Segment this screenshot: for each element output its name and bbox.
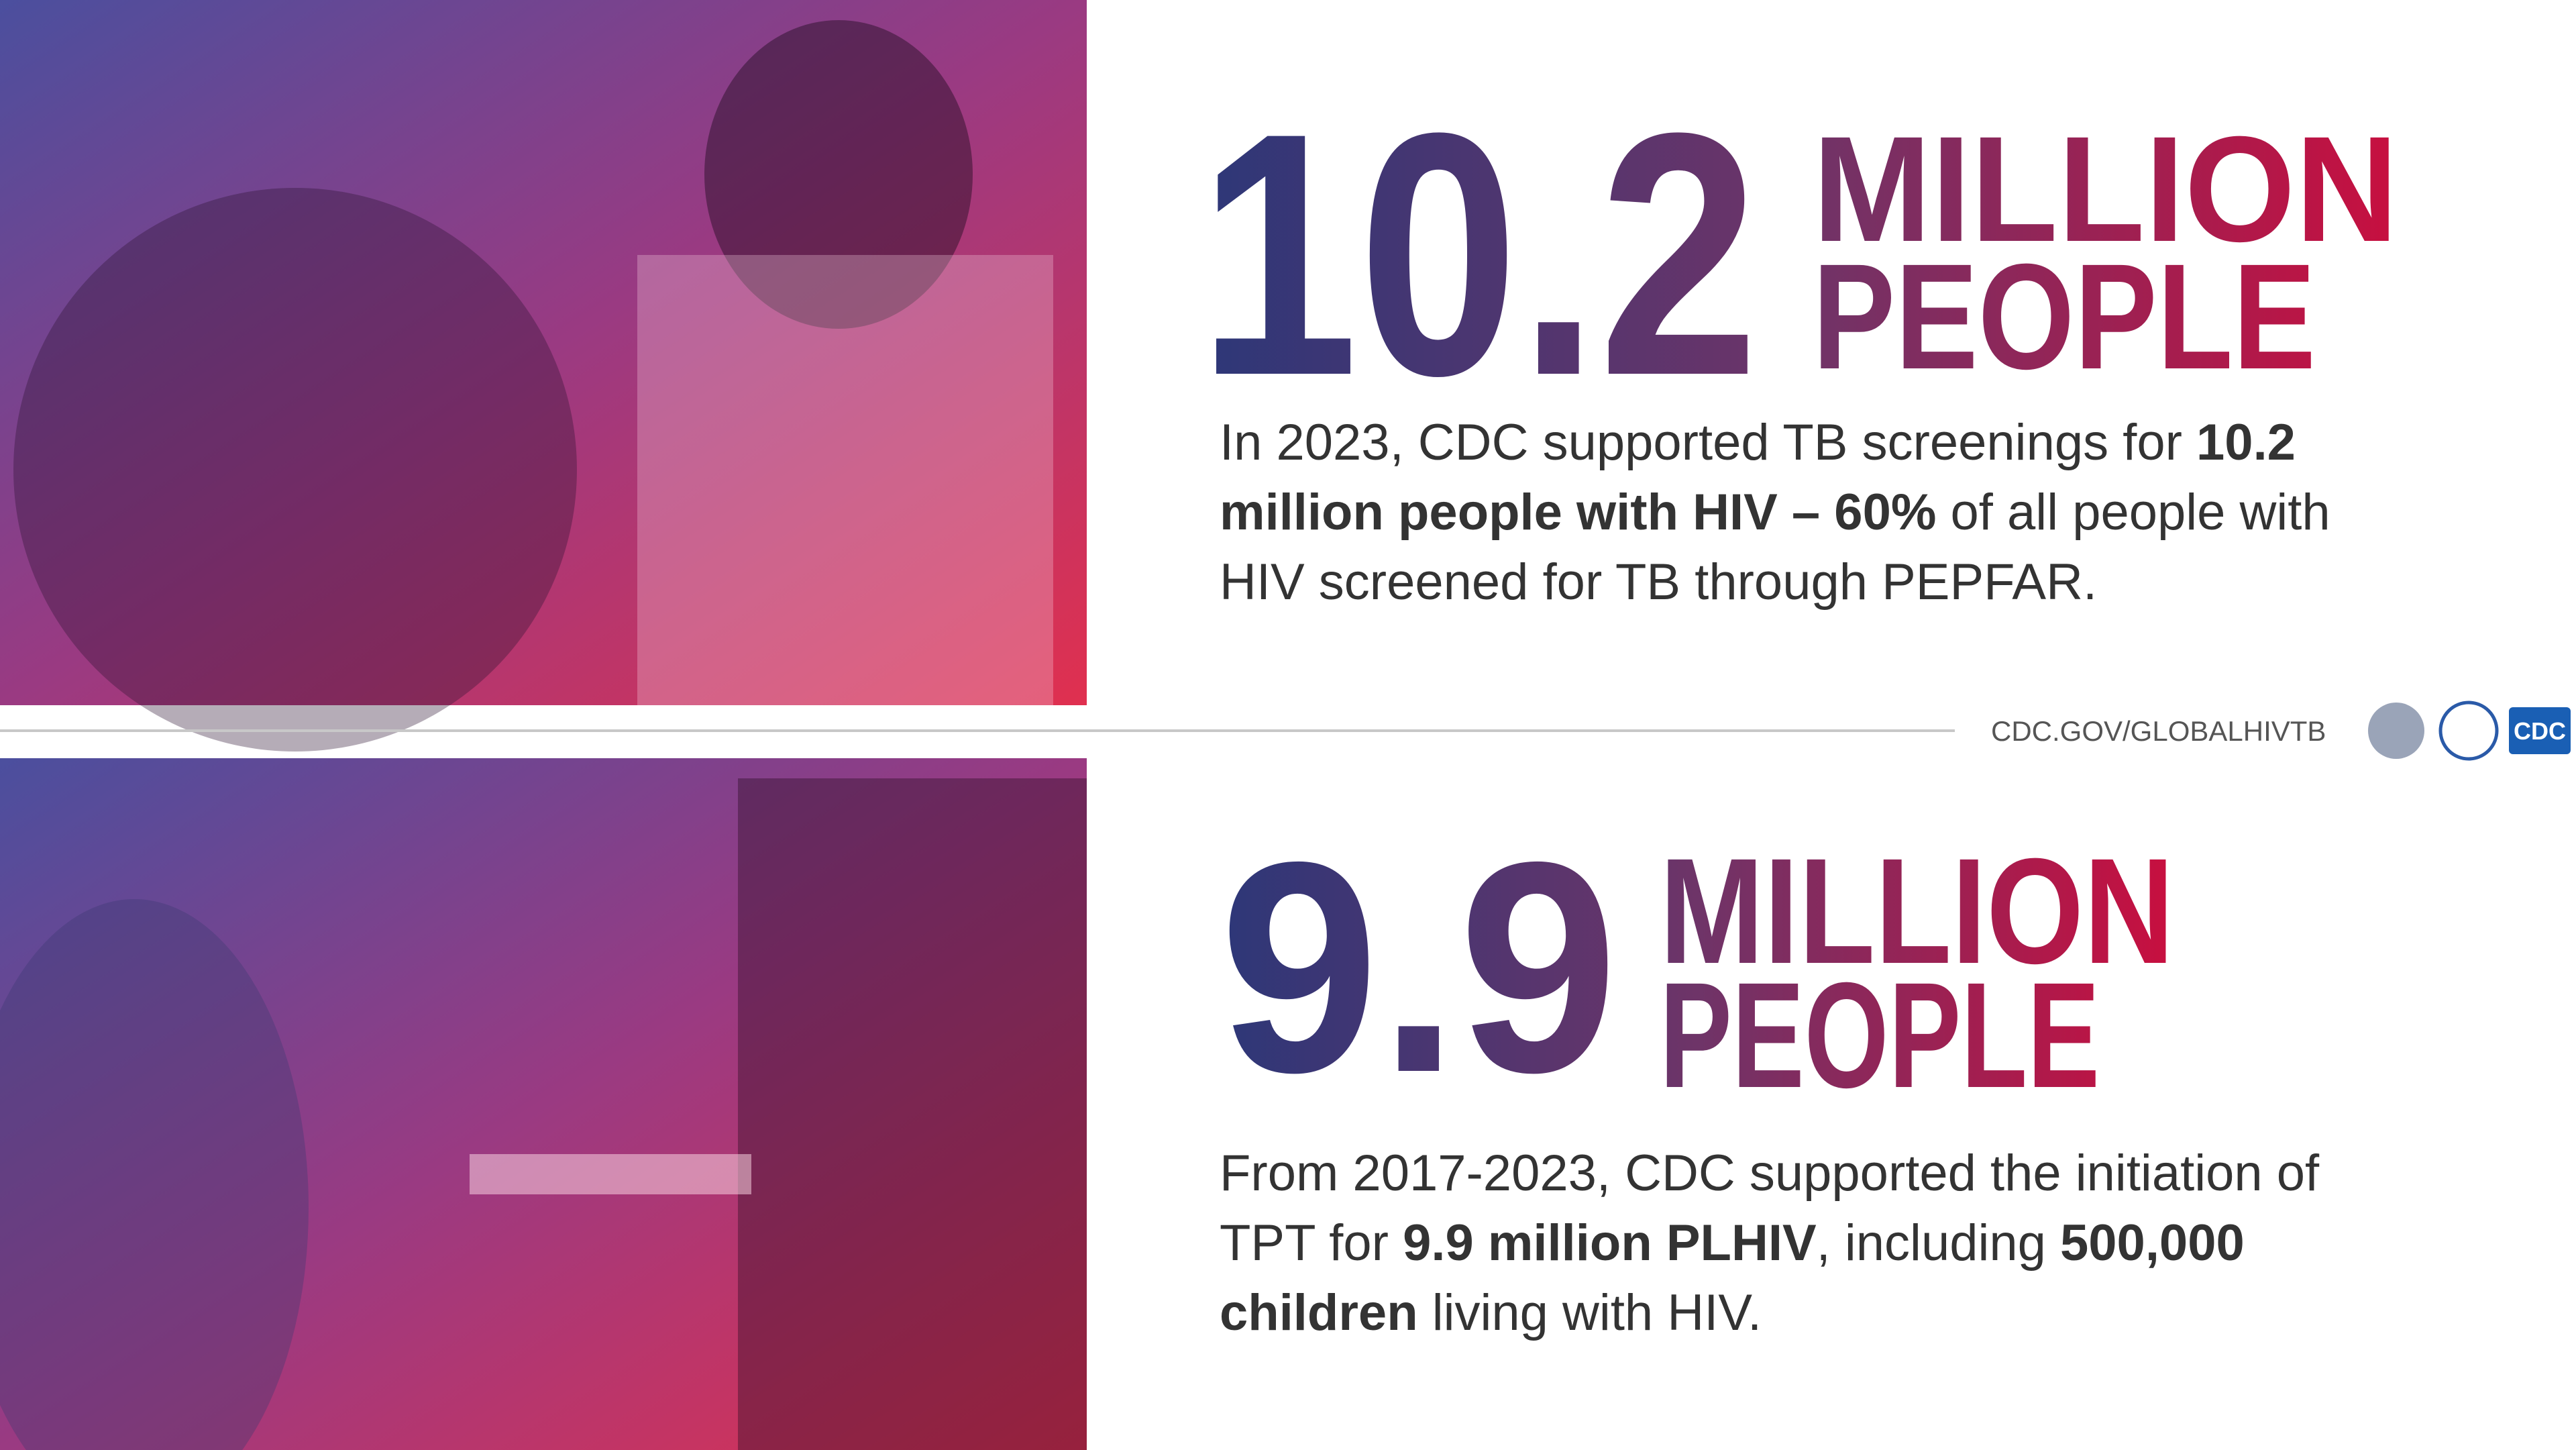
stat-unit: PEOPLE xyxy=(1660,951,2100,1119)
stat-number: 9.9 xyxy=(1220,799,1618,1135)
text: living with HIV. xyxy=(1418,1284,1762,1341)
description-line: From 2017-2023, CDC supported the initia… xyxy=(1220,1145,2320,1202)
cdc-logo-text: CDC xyxy=(2514,717,2566,745)
stat-unit: PEOPLE xyxy=(1813,233,2316,401)
text: HIV screened for TB through PEPFAR. xyxy=(1220,554,2097,611)
text: , including xyxy=(1817,1214,2060,1272)
photo-top xyxy=(0,0,1087,752)
text: In 2023, CDC supported TB screenings for xyxy=(1220,414,2196,471)
description-line: TPT for 9.9 million PLHIV, including 500… xyxy=(1220,1214,2245,1272)
description-line: In 2023, CDC supported TB screenings for… xyxy=(1220,414,2296,471)
bold-text: children xyxy=(1220,1284,1418,1341)
description-line: million people with HIV – 60% of all peo… xyxy=(1220,484,2330,541)
logos: CDC xyxy=(2368,701,2571,761)
bold-text: 10.2 xyxy=(2196,414,2296,471)
text: TPT for xyxy=(1220,1214,1403,1272)
footer-url: CDC.GOV/GLOBALHIVTB xyxy=(1991,715,2326,747)
stat-unit: MILLION xyxy=(1660,827,2174,995)
bold-text: million people with HIV – 60% xyxy=(1220,484,1936,541)
photo-bottom xyxy=(0,758,1087,1450)
stat-number: 10.2 xyxy=(1198,62,1759,448)
stat-unit: MILLION xyxy=(1813,105,2398,273)
description-line: children living with HIV. xyxy=(1220,1284,1762,1341)
description-line: HIV screened for TB through PEPFAR. xyxy=(1220,554,2097,611)
text: of all people with xyxy=(1936,484,2330,541)
bold-text: 500,000 xyxy=(2060,1214,2245,1272)
bold-text: 9.9 million PLHIV xyxy=(1403,1214,1817,1272)
text: From 2017-2023, CDC supported the initia… xyxy=(1220,1145,2320,1202)
